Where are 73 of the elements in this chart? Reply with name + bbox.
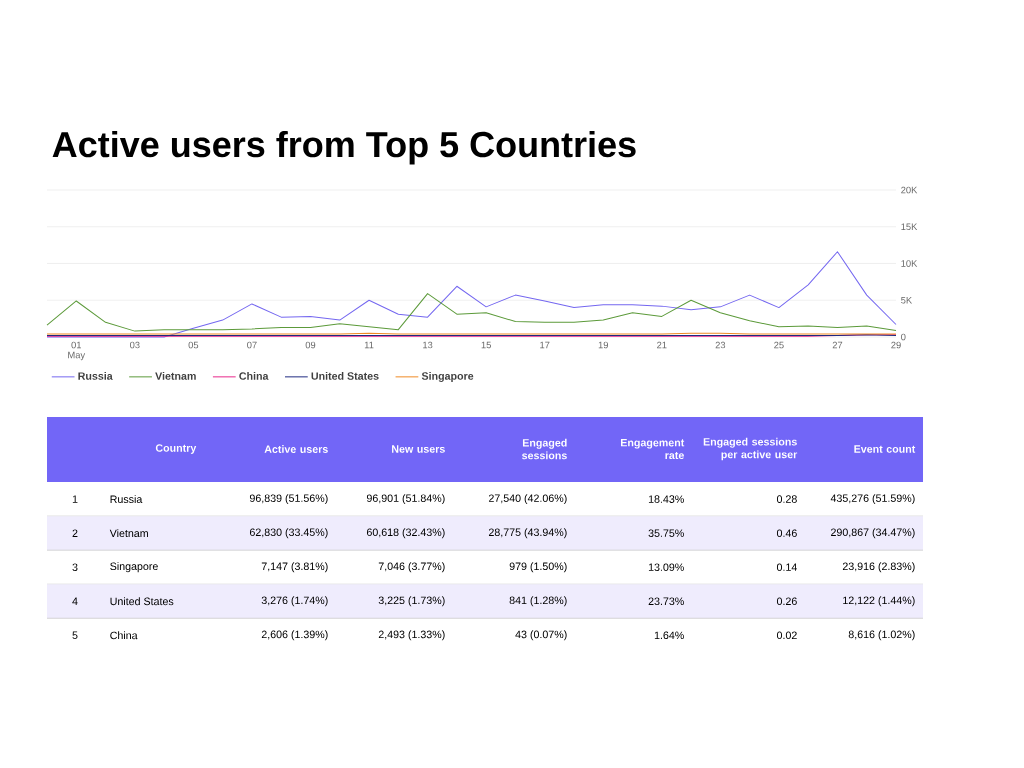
y-tick-label: 0	[901, 333, 906, 341]
text: United States	[110, 597, 174, 606]
x-tick-label: 07	[247, 341, 257, 349]
x-tick-label: 11	[364, 341, 374, 349]
text: 7,046 (3.77%)	[378, 562, 445, 573]
x-tick-label: 03	[129, 341, 140, 349]
x-tick-label: 27	[832, 341, 843, 349]
text: 18.43%	[648, 495, 684, 503]
text: 8,616 (1.02%)	[848, 630, 915, 641]
text: 0.02	[776, 631, 797, 640]
x-tick-label: Country	[155, 444, 197, 454]
text: 0.26	[776, 597, 797, 606]
text: 0.14	[776, 563, 797, 571]
x-tick-label: 29	[891, 341, 901, 349]
x-tick-label: 09	[305, 341, 316, 349]
text: 2,606 (1.39%)	[261, 630, 328, 641]
text: 62,830 (33.45%)	[249, 528, 328, 539]
text: 13.09%	[648, 563, 684, 571]
text: 60,618 (32.43%)	[366, 528, 445, 539]
x-tick-label: 23	[715, 341, 726, 349]
text: China	[110, 631, 138, 640]
x-tick-label: 15	[481, 341, 491, 349]
text: 0.46	[776, 529, 797, 537]
text: 2,493 (1.33%)	[378, 630, 445, 641]
text: Singapore	[110, 562, 158, 573]
text: 3,225 (1.73%)	[378, 596, 445, 607]
x-tick-label: 05	[188, 341, 199, 349]
y-tick-label: 5	[72, 631, 78, 640]
text: 841 (1.28%)	[509, 596, 567, 607]
x-tick-label: 25	[774, 341, 784, 349]
x-tick-label: New users	[392, 445, 445, 453]
text: 96,839 (51.56%)	[249, 494, 328, 505]
x-tick-label: 13	[423, 341, 433, 349]
text: 0.28	[776, 495, 797, 503]
text: 7,147 (3.81%)	[261, 562, 328, 573]
text: 96,901 (51.84%)	[366, 494, 445, 505]
legend-label: China	[239, 371, 269, 380]
text: 435,276 (51.59%)	[830, 494, 915, 505]
y-tick-label: 1	[72, 495, 78, 503]
text: 35.75%	[648, 529, 684, 537]
chart-title: Active users from Top 5 Countries	[52, 130, 636, 165]
x-tick-label: 17	[540, 341, 550, 349]
y-tick-label: 4	[72, 597, 78, 605]
text: 43 (0.07%)	[515, 630, 567, 641]
legend-label: Singapore	[421, 371, 474, 382]
text: 12,122 (1.44%)	[843, 596, 915, 607]
text: 290,867 (34.47%)	[831, 528, 915, 539]
x-tick-label: Active users	[264, 445, 328, 453]
x-tick-label: 21	[657, 341, 667, 349]
text: Vietnam	[109, 529, 148, 538]
text: 28,775 (43.94%)	[488, 528, 567, 539]
text: 27,540 (42.06%)	[488, 494, 567, 505]
text: 3,276 (1.74%)	[261, 596, 328, 607]
text: 23.73%	[648, 597, 684, 606]
legend-label: Russia	[78, 371, 113, 380]
x-tick-label: 01 May	[68, 341, 86, 361]
y-tick-label: 5K	[901, 296, 913, 304]
y-tick-label: 10K	[901, 260, 918, 267]
x-tick-label: Event count	[854, 445, 916, 453]
y-tick-label: 2	[72, 529, 78, 537]
text: 979 (1.50%)	[509, 562, 567, 573]
text: 23,916 (2.83%)	[842, 562, 915, 573]
y-tick-label: 3	[72, 563, 78, 571]
x-tick-label: 19	[598, 341, 608, 349]
y-tick-label: 20K	[901, 186, 918, 194]
text: Russia	[110, 495, 143, 504]
legend-label: United States	[311, 371, 379, 380]
x-tick-label: Engaged sessions per active user	[703, 437, 798, 461]
x-tick-label: Engagement rate	[621, 438, 685, 460]
y-tick-label: 15K	[901, 223, 918, 230]
legend-label: Vietnam	[155, 371, 196, 380]
x-tick-label: Engaged sessions	[522, 438, 567, 460]
text: 1.64%	[654, 631, 684, 640]
